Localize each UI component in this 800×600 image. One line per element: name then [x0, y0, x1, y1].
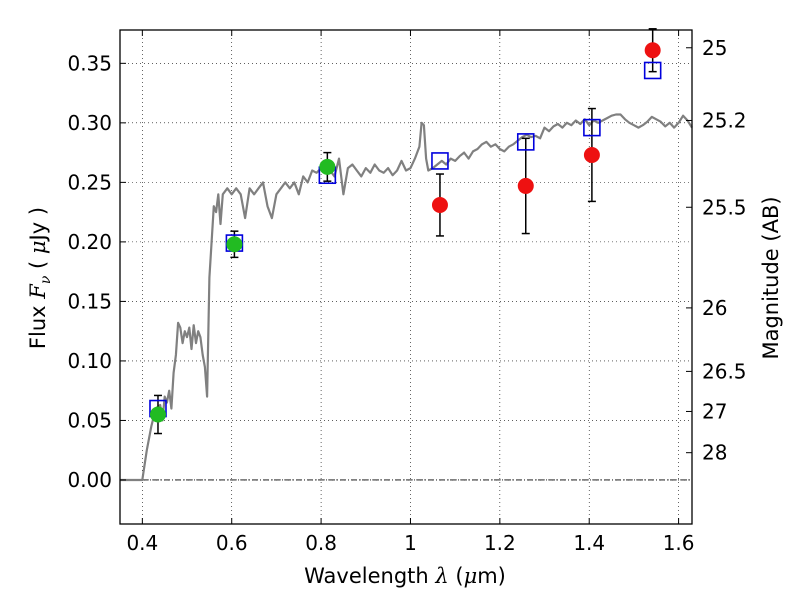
spectrum-line [120, 113, 693, 482]
magnitude-tick-label: 28 [702, 441, 727, 465]
x-tick-label: 1.4 [573, 531, 605, 555]
x-tick-label: 0.6 [216, 531, 248, 555]
magnitude-tick-label: 26.5 [702, 359, 747, 383]
y-tick-label: 0.10 [67, 349, 112, 373]
x-tick-label: 1 [404, 531, 417, 555]
x-tick-label: 1.2 [484, 531, 516, 555]
model-flux-box [516, 133, 535, 151]
magnitude-tick-label: 25.5 [702, 195, 747, 219]
flux-point [431, 196, 448, 213]
y-axis-label: Flux Fν ( μJy ) [26, 207, 54, 349]
y-tick-label: 0.05 [67, 408, 112, 432]
y-tick-label: 0.30 [67, 111, 112, 135]
magnitude-ticks: 25 25.2 25.5 26 26.5 27 28 [686, 36, 747, 465]
x-tick-label: 0.8 [305, 531, 337, 555]
data-points [149, 42, 662, 423]
model-spectrum [120, 113, 693, 482]
x-ticks: 0.4 0.6 0.8 1 1.2 1.4 1.6 [126, 30, 695, 555]
grid-lines [120, 30, 692, 524]
flux-point [319, 158, 336, 175]
flux-point [644, 42, 661, 59]
x-tick-label: 0.4 [126, 531, 158, 555]
model-flux-box [583, 118, 601, 137]
x-tick-label: 1.6 [663, 531, 695, 555]
x-axis-label: Wavelength λ (μm) [304, 564, 506, 588]
y-ticks: 0.00 0.05 0.10 0.15 0.20 0.25 0.30 0.35 [67, 51, 126, 492]
model-flux-box [643, 61, 662, 80]
y-tick-label: 0.20 [67, 230, 112, 254]
model-flux-box [431, 152, 449, 170]
flux-point [149, 406, 166, 423]
error-bars [153, 28, 657, 435]
y-tick-label: 0.35 [67, 51, 112, 75]
magnitude-tick-label: 26 [702, 296, 727, 320]
plot-frame [119, 29, 693, 525]
flux-point [517, 177, 534, 194]
flux-point [583, 146, 600, 163]
magnitude-tick-label: 25 [702, 36, 727, 60]
flux-point [226, 236, 243, 253]
y-tick-label: 0.00 [67, 468, 112, 492]
y-tick-label: 0.25 [67, 170, 112, 194]
y2-axis-label: Magnitude (AB) [759, 196, 783, 359]
magnitude-tick-label: 27 [702, 399, 727, 423]
magnitude-tick-label: 25.2 [702, 108, 747, 132]
y-tick-label: 0.15 [67, 289, 112, 313]
